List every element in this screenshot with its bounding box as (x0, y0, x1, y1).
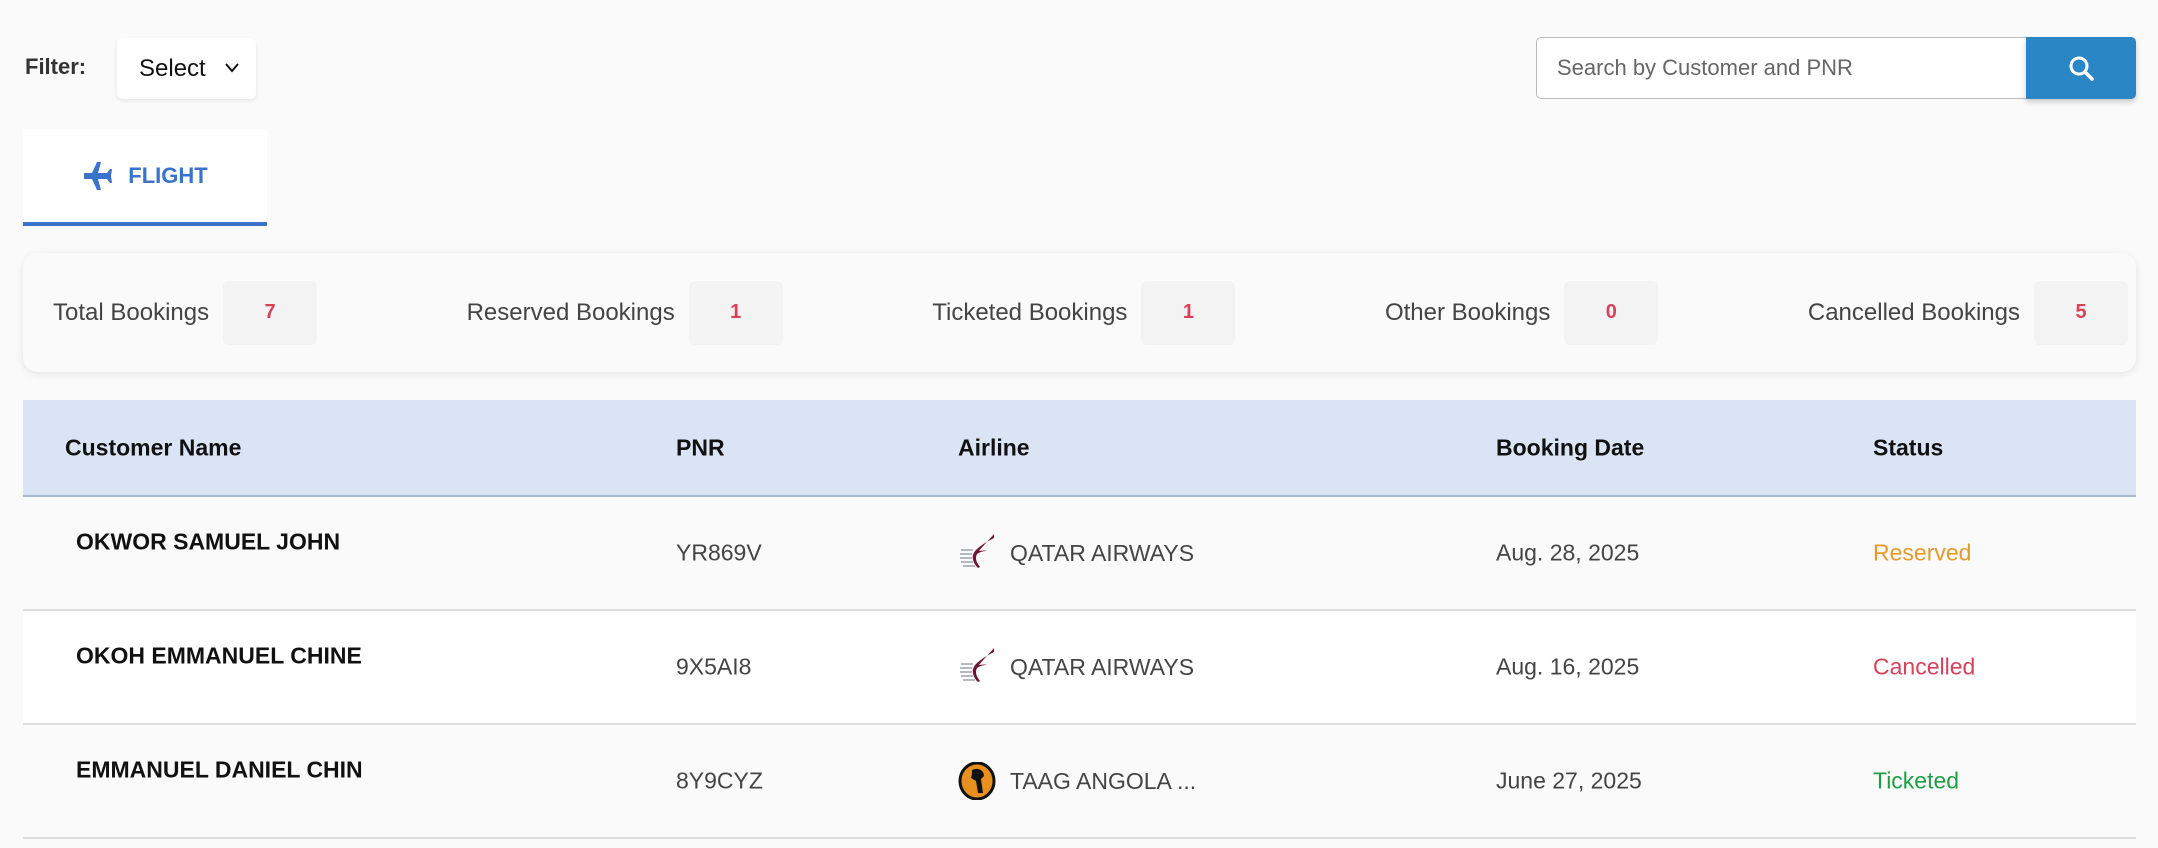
stat-count: 1 (688, 280, 783, 345)
stat-count: 1 (1141, 280, 1236, 345)
search-button[interactable] (2026, 37, 2136, 99)
search-icon (2069, 56, 2094, 81)
airline: QATAR AIRWAYS (958, 648, 1194, 686)
airline: QATAR AIRWAYS (958, 534, 1194, 572)
stat-label: Reserved Bookings (466, 298, 675, 326)
stat-total: Total Bookings 7 (53, 280, 318, 345)
taag-angola-logo (958, 762, 996, 800)
tab-flight[interactable]: FLIGHT (23, 129, 267, 226)
airline-name: QATAR AIRWAYS (1010, 539, 1195, 566)
tab-label: FLIGHT (128, 162, 208, 188)
status-badge: Reserved (1873, 539, 1972, 566)
stat-count: 7 (223, 280, 318, 345)
filter-select[interactable]: Select (117, 38, 256, 99)
qatar-airways-logo (960, 534, 994, 568)
stat-count: 0 (1564, 280, 1659, 345)
booking-date: June 27, 2025 (1496, 767, 1642, 794)
airline-name: QATAR AIRWAYS (1010, 653, 1195, 680)
stat-other: Other Bookings 0 (1384, 280, 1659, 345)
stat-ticketed: Ticketed Bookings 1 (932, 280, 1236, 345)
pnr: YR869V (676, 539, 762, 566)
status-badge: Cancelled (1873, 653, 1976, 680)
column-pnr[interactable]: PNR (676, 434, 725, 460)
stat-count: 5 (2034, 280, 2128, 345)
booking-stats: Total Bookings 7 Reserved Bookings 1 Ticke… (23, 253, 2136, 372)
column-airline[interactable]: Airline (958, 434, 1030, 460)
column-customer-name[interactable]: Customer Name (65, 434, 242, 460)
customer-name: OKOH EMMANUEL CHINE (76, 642, 362, 669)
booking-date: Aug. 16, 2025 (1496, 653, 1640, 680)
table-row[interactable]: OKOH EMMANUEL CHINE 9X5AI8 QATAR AIRWAYS… (23, 611, 2136, 725)
column-status[interactable]: Status (1873, 434, 1944, 460)
stat-cancelled: Cancelled Bookings 5 (1807, 280, 2128, 345)
stat-label: Ticketed Bookings (932, 298, 1128, 326)
table-header: Customer Name PNR Airline Booking Date S… (23, 400, 2136, 497)
stat-reserved: Reserved Bookings 1 (466, 280, 783, 345)
customer-name: EMMANUEL DANIEL CHIN (76, 756, 363, 783)
stat-label: Cancelled Bookings (1807, 298, 2020, 326)
pnr: 9X5AI8 (676, 653, 752, 680)
table-row[interactable]: OKWOR SAMUEL JOHN YR869V QATAR AIRWAYS A… (23, 497, 2136, 611)
column-booking-date[interactable]: Booking Date (1496, 434, 1645, 460)
table-row[interactable]: EMMANUEL DANIEL CHIN 8Y9CYZ TAAG ANGOLA … (23, 725, 2136, 839)
airplane-icon (84, 161, 113, 190)
search-input[interactable] (1536, 37, 2028, 99)
stat-label: Other Bookings (1384, 298, 1551, 326)
status-badge: Ticketed (1873, 767, 1960, 794)
filter-select-value: Select (139, 54, 206, 82)
airline-name: TAAG ANGOLA ... (1010, 767, 1197, 794)
stat-label: Total Bookings (53, 298, 210, 326)
pnr: 8Y9CYZ (676, 767, 763, 794)
booking-date: Aug. 28, 2025 (1496, 539, 1640, 566)
qatar-airways-logo (960, 648, 994, 682)
chevron-down-icon (225, 63, 239, 73)
airline: TAAG ANGOLA ... (958, 762, 1196, 800)
filter-label: Filter: (25, 54, 87, 79)
customer-name: OKWOR SAMUEL JOHN (76, 528, 341, 555)
